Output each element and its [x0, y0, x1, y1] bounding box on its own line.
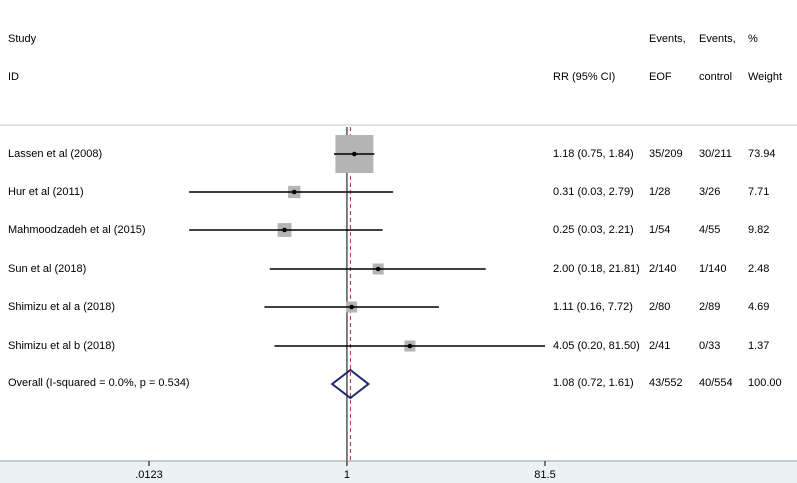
header-rr: RR (95% CI) — [553, 71, 616, 83]
study-weight: 2.48 — [748, 263, 770, 275]
study-events-eof: 1/54 — [649, 224, 671, 236]
study-weight: 1.37 — [748, 340, 770, 352]
study-label: Shimizu et al a (2018) — [8, 301, 115, 313]
point-estimate — [291, 189, 297, 195]
overall-label: Overall (I-squared = 0.0%, p = 0.534) — [8, 377, 190, 389]
point-estimate — [375, 266, 381, 272]
study-events-eof: 35/209 — [649, 148, 683, 160]
point-estimate — [349, 304, 354, 310]
x-tick-label: .0123 — [135, 469, 163, 481]
study-label: Sun et al (2018) — [8, 263, 87, 275]
study-ci: 2.00 (0.18, 21.81) — [553, 263, 640, 275]
point-estimate — [282, 227, 287, 233]
overall-ci: 1.08 (0.72, 1.61) — [553, 377, 634, 389]
study-events-control: 0/33 — [699, 340, 721, 352]
overall-events-control: 40/554 — [699, 377, 733, 389]
study-ci: 0.31 (0.03, 2.79) — [553, 186, 634, 198]
study-events-control: 3/26 — [699, 186, 721, 198]
header-study: Study — [8, 33, 37, 45]
study-events-eof: 2/41 — [649, 340, 671, 352]
study-weight: 4.69 — [748, 301, 770, 313]
header-weight-1: % — [748, 33, 758, 45]
study-events-eof: 1/28 — [649, 186, 671, 198]
overall-events-eof: 43/552 — [649, 377, 683, 389]
study-label: Hur et al (2011) — [8, 186, 84, 198]
header-events-eof-2: EOF — [649, 71, 672, 83]
study-events-control: 1/140 — [699, 263, 727, 275]
study-ci: 1.18 (0.75, 1.84) — [553, 148, 634, 160]
study-events-eof: 2/80 — [649, 301, 671, 313]
study-label: Lassen et al (2008) — [8, 148, 103, 160]
study-ci: 4.05 (0.20, 81.50) — [553, 340, 640, 352]
header-events-control-1: Events, — [699, 33, 736, 45]
overall-weight: 100.00 — [748, 377, 782, 389]
study-ci: 0.25 (0.03, 2.21) — [553, 224, 634, 236]
x-tick-label: 81.5 — [534, 469, 555, 481]
study-label: Mahmoodzadeh et al (2015) — [8, 224, 146, 236]
study-events-control: 2/89 — [699, 301, 721, 313]
study-label: Shimizu et al b (2018) — [8, 340, 115, 352]
study-ci: 1.11 (0.16, 7.72) — [553, 301, 633, 313]
study-weight: 9.82 — [748, 224, 770, 236]
header-weight-2: Weight — [748, 71, 783, 83]
study-events-control: 30/211 — [699, 148, 732, 160]
header-events-control-2: control — [699, 71, 733, 83]
point-estimate — [352, 151, 357, 157]
study-events-eof: 2/140 — [649, 263, 677, 275]
header-id: ID — [8, 71, 19, 83]
study-weight: 7.71 — [748, 186, 770, 198]
overall-diamond — [330, 368, 371, 400]
point-estimate — [407, 343, 413, 349]
study-events-control: 4/55 — [699, 224, 721, 236]
x-tick-label: 1 — [344, 469, 350, 481]
header-events-eof-1: Events, — [649, 33, 686, 45]
study-weight: 73.94 — [748, 148, 776, 160]
axis-band — [0, 460, 797, 483]
